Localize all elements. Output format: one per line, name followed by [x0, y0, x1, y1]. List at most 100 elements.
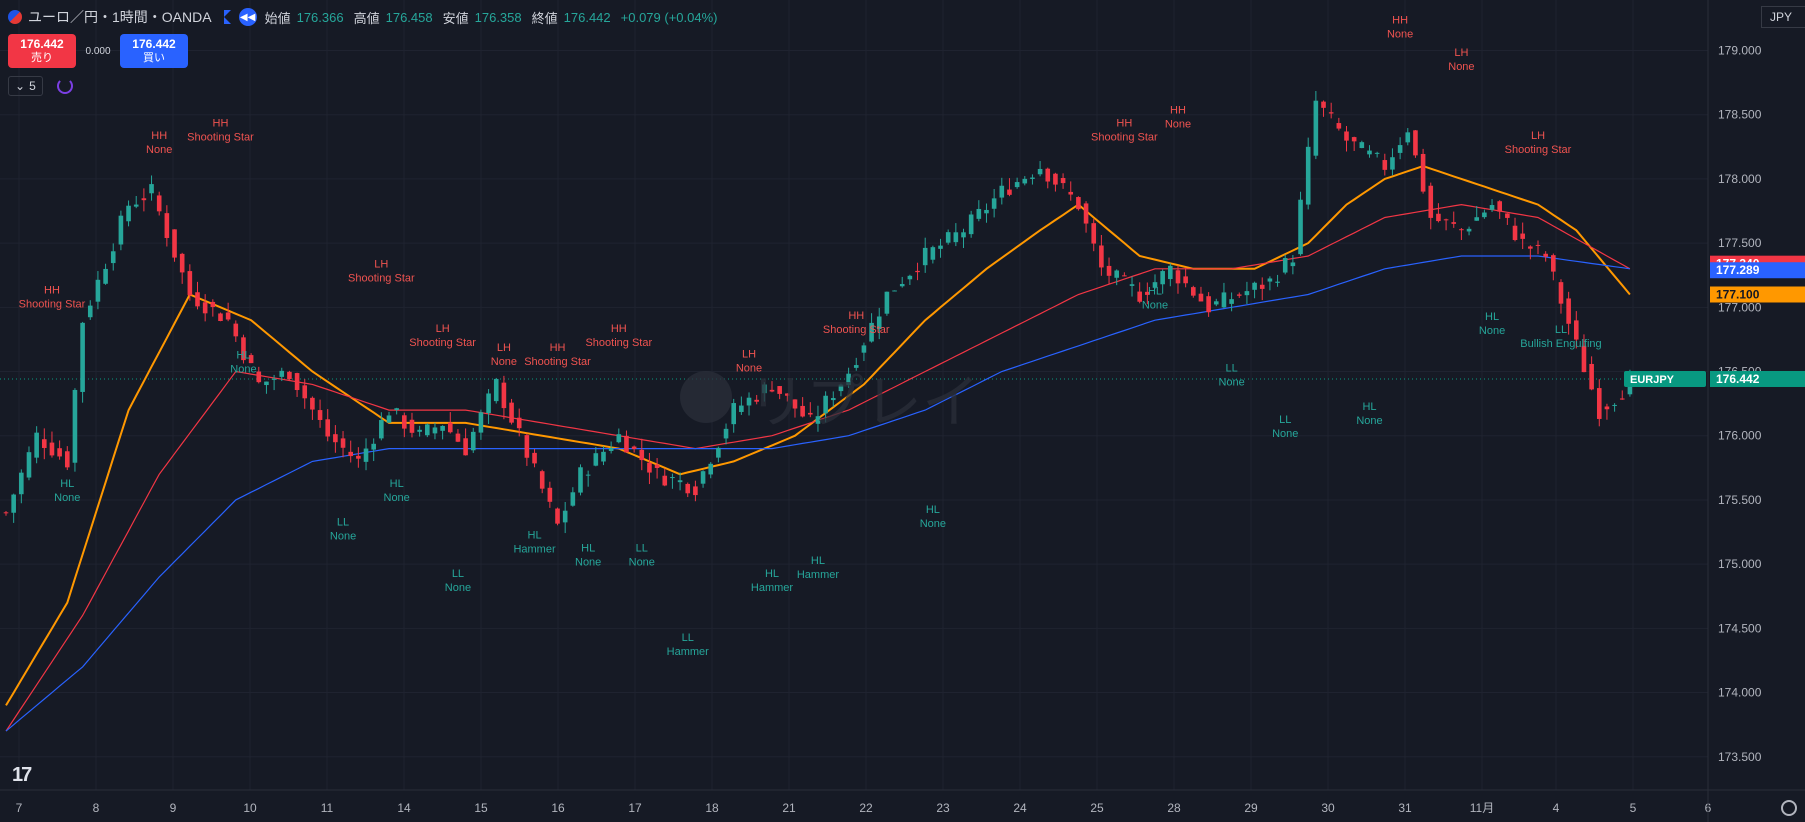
candle	[953, 223, 959, 247]
annotation-swing: LL	[682, 632, 694, 644]
candle	[80, 321, 85, 403]
candle-body	[333, 434, 338, 443]
candle	[1436, 203, 1441, 223]
candle-body	[961, 232, 966, 238]
annotation-pattern: None	[54, 492, 80, 504]
candle-body	[1145, 291, 1150, 295]
annotation-swing: LH	[1531, 130, 1545, 142]
pattern-annotations: HH Shooting Star HL None HH None HH Shooting St…	[19, 15, 1602, 659]
candle-body	[363, 448, 369, 462]
replay-icon[interactable]: ◀◀	[238, 8, 257, 26]
pattern-annotation: LL None	[445, 568, 471, 594]
pattern-annotation: HL None	[920, 504, 946, 530]
annotation-swing: LH	[436, 323, 450, 335]
annotation-pattern: Hammer	[513, 543, 556, 555]
candle	[1305, 137, 1311, 210]
candle-body	[1213, 301, 1219, 305]
tradingview-logo[interactable]: 17	[12, 764, 32, 786]
candle	[49, 431, 55, 458]
candle-body	[1298, 199, 1303, 255]
y-tick-label: 177.000	[1718, 300, 1762, 314]
close-value: 176.442	[563, 9, 611, 25]
candle-body	[785, 393, 790, 396]
candle	[118, 210, 124, 251]
annotation-swing: HH	[1116, 117, 1132, 129]
annotation-swing: LH	[1454, 47, 1468, 59]
candle-body	[769, 389, 775, 392]
candle	[846, 367, 851, 388]
candle	[248, 353, 254, 364]
x-tick-label: 31	[1398, 801, 1412, 815]
candle	[202, 294, 208, 322]
pattern-annotation: LH None	[491, 342, 517, 368]
candle	[547, 481, 553, 508]
candle-body	[149, 184, 154, 194]
candle-body	[233, 323, 239, 337]
pattern-annotation: LH None	[736, 349, 762, 375]
candle	[1221, 282, 1227, 309]
candle	[1014, 177, 1020, 189]
candle	[409, 412, 415, 438]
y-tick-label: 176.000	[1718, 429, 1762, 443]
price-label: 177.289	[1710, 262, 1805, 279]
annotation-swing: HH	[151, 130, 167, 142]
gear-icon[interactable]	[1781, 800, 1797, 816]
symbol-name[interactable]: ユーロ／円・1時間・OANDA	[28, 9, 212, 25]
annotation-pattern: None	[1448, 61, 1474, 73]
candle-body	[861, 345, 867, 353]
currency-button[interactable]: JPY	[1761, 6, 1805, 28]
candle	[1420, 148, 1426, 194]
candle-body	[578, 467, 583, 493]
candle	[371, 438, 376, 462]
indicator-bar: ⌄ 5	[8, 76, 73, 96]
candle	[785, 393, 790, 402]
candle-body	[524, 435, 530, 458]
x-tick-label: 4	[1553, 801, 1560, 815]
candle	[808, 402, 813, 418]
candle	[601, 446, 606, 466]
chart-header: ユーロ／円・1時間・OANDA ◀◀ 始値 176.366 高値 176.458 安…	[8, 6, 722, 28]
candle	[1512, 217, 1518, 242]
candle-body	[1336, 123, 1342, 129]
annotation-pattern: None	[629, 556, 655, 568]
candle	[1122, 272, 1127, 277]
candle-body	[141, 198, 147, 201]
candle	[532, 449, 537, 468]
candle	[968, 210, 974, 238]
candle-body	[11, 494, 16, 513]
candle-body	[1543, 253, 1548, 257]
y-tick-label: 178.500	[1718, 108, 1762, 122]
candle-body	[478, 412, 484, 433]
candle	[1428, 182, 1434, 230]
candle-body	[708, 463, 714, 475]
candle-body	[432, 427, 438, 434]
pattern-annotation: HL None	[1356, 401, 1382, 427]
candle-body	[325, 419, 331, 437]
candle-body	[379, 420, 384, 439]
candle	[156, 191, 162, 216]
candle-body	[356, 455, 361, 459]
candle-body	[1512, 225, 1518, 241]
buy-button[interactable]: 176.442 買い	[120, 34, 188, 68]
x-tick-label: 14	[397, 801, 411, 815]
candle	[746, 392, 752, 416]
candle	[976, 200, 982, 222]
candle-body	[470, 431, 476, 451]
candle-body	[156, 195, 162, 212]
candle	[639, 438, 645, 471]
candle-body	[1137, 291, 1142, 302]
price-label-bg	[1710, 370, 1805, 387]
candle-body	[34, 432, 39, 458]
candle-body	[447, 422, 453, 433]
annotation-pattern: Shooting Star	[585, 337, 652, 349]
y-tick-label: 178.000	[1718, 172, 1762, 186]
indicator-collapse-button[interactable]: ⌄ 5	[8, 76, 43, 96]
flag-icon[interactable]	[223, 10, 231, 24]
candle	[317, 399, 323, 428]
candle-body	[562, 510, 568, 523]
candle-body	[570, 492, 576, 506]
sell-button[interactable]: 176.442 売り	[8, 34, 76, 68]
candle-body	[80, 322, 85, 392]
candle-body	[762, 384, 767, 394]
